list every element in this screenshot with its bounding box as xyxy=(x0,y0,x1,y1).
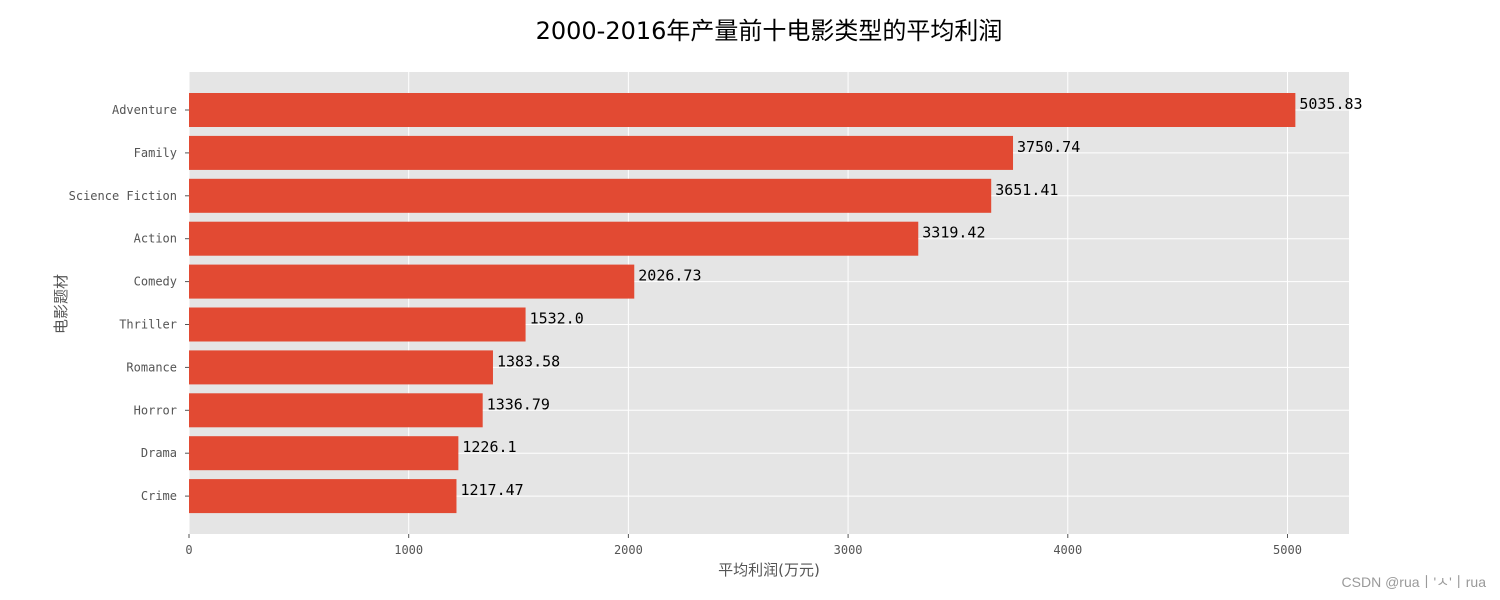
y-axis-label: 电影题材 xyxy=(52,274,70,334)
bar xyxy=(189,221,919,256)
data-label: 1217.47 xyxy=(460,481,523,499)
bar xyxy=(189,479,457,514)
data-labels: 5035.83 3750.74 3651.41 3319.42 2026.73 1532.… xyxy=(460,95,1362,499)
y-tick-label: Romance xyxy=(126,360,177,374)
data-label: 3319.42 xyxy=(922,224,985,242)
y-tick-label: Thriller xyxy=(119,318,177,332)
x-tick-label: 3000 xyxy=(834,543,863,557)
x-tick-label: 1000 xyxy=(394,543,423,557)
bar xyxy=(189,393,483,428)
y-tick-label: Adventure xyxy=(112,103,177,117)
y-tick-label: Comedy xyxy=(134,275,177,289)
data-label: 3750.74 xyxy=(1017,138,1080,156)
watermark: CSDN @rua丨'ㅅ'丨rua xyxy=(1341,574,1486,590)
x-axis-label: 平均利润(万元) xyxy=(718,561,820,579)
x-tick-labels: 0 1000 2000 3000 4000 5000 xyxy=(185,534,1302,557)
data-label: 1383.58 xyxy=(497,352,560,370)
bar xyxy=(189,178,992,213)
x-tick-label: 2000 xyxy=(614,543,643,557)
x-tick-label: 5000 xyxy=(1273,543,1302,557)
data-label: 5035.83 xyxy=(1299,95,1362,113)
y-tick-label: Action xyxy=(134,232,177,246)
bars xyxy=(189,93,1296,514)
x-tick-label: 4000 xyxy=(1053,543,1082,557)
data-label: 1532.0 xyxy=(530,310,584,328)
y-tick-label: Drama xyxy=(141,446,177,460)
data-label: 1226.1 xyxy=(462,438,516,456)
y-tick-labels: Adventure Family Science Fiction Action Come… xyxy=(69,103,189,503)
bar xyxy=(189,350,493,385)
y-tick-label: Science Fiction xyxy=(69,189,177,203)
data-label: 1336.79 xyxy=(487,395,550,413)
bar xyxy=(189,307,526,342)
y-tick-label: Horror xyxy=(134,403,177,417)
bar xyxy=(189,135,1014,170)
chart-title: 2000-2016年产量前十电影类型的平均利润 xyxy=(536,17,1003,45)
data-label: 3651.41 xyxy=(995,181,1058,199)
x-tick-label: 0 xyxy=(185,543,192,557)
data-label: 2026.73 xyxy=(638,267,701,285)
bar xyxy=(189,93,1296,127)
bar xyxy=(189,436,459,471)
y-tick-label: Crime xyxy=(141,489,177,503)
y-tick-label: Family xyxy=(134,146,177,160)
bar xyxy=(189,264,635,299)
